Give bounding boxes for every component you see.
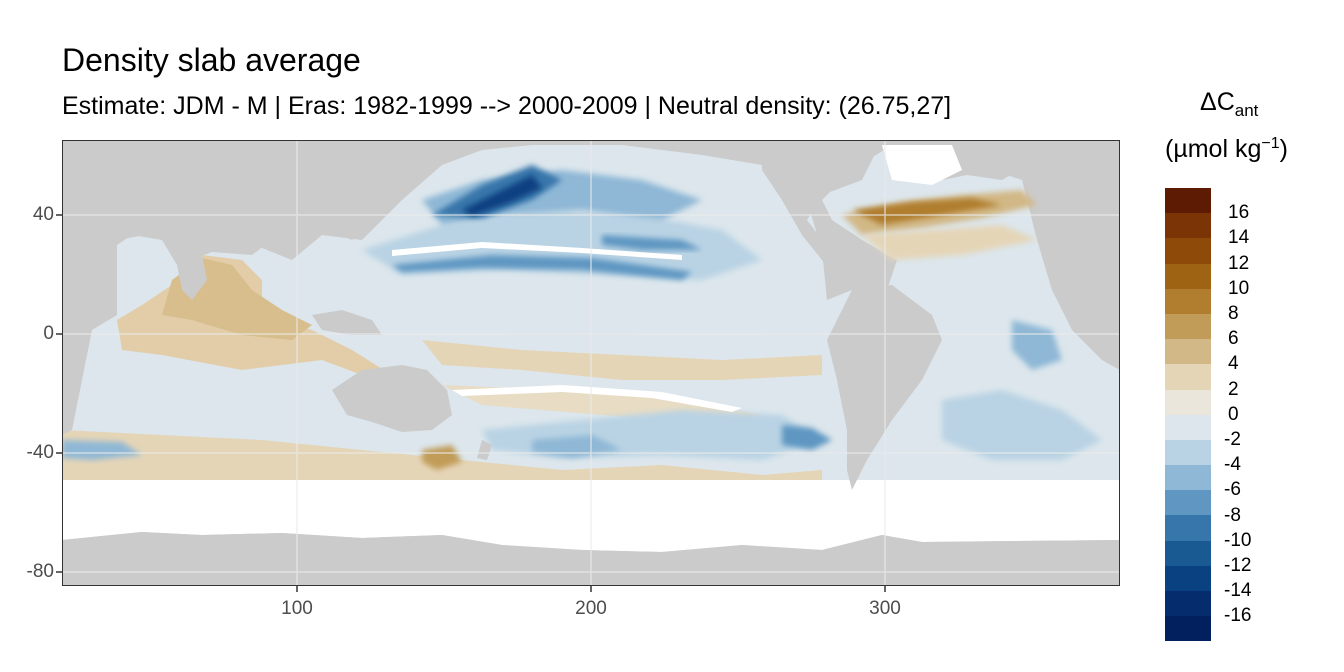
- north-atlantic-tan: [862, 225, 1037, 260]
- legend-label: -8: [1224, 504, 1241, 526]
- legend-color-swatch: [1165, 213, 1211, 239]
- legend-color-swatch: [1165, 565, 1211, 591]
- no-data-north-pacific-1: [392, 242, 682, 260]
- y-tick-label: 0: [43, 323, 54, 344]
- y-tick-label: 40: [32, 204, 54, 225]
- legend-color-swatch: [1165, 591, 1211, 617]
- legend-color-swatch: [1165, 490, 1211, 516]
- chart-subtitle: Estimate: JDM - M | Eras: 1982-1999 --> …: [62, 92, 952, 120]
- south-pacific-deep-blue: [782, 425, 832, 450]
- legend-color-swatch: [1165, 313, 1211, 340]
- panel-border: [62, 140, 1120, 586]
- grid-lines: [62, 140, 1120, 586]
- legend-color-swatch: [1165, 263, 1211, 289]
- legend-label: 2: [1228, 378, 1239, 400]
- legend-color-swatch: [1165, 238, 1211, 264]
- legend-label: 12: [1228, 252, 1250, 274]
- legend-label: -2: [1224, 429, 1241, 450]
- legend-label: -14: [1224, 580, 1252, 602]
- new-zealand-land: [477, 440, 492, 460]
- legend-color-swatch: [1165, 188, 1211, 214]
- legend-label: 0: [1228, 403, 1239, 425]
- australia-land: [332, 365, 452, 432]
- africa-land: [62, 260, 117, 435]
- map-panel: [62, 140, 1120, 586]
- y-tick-label: -80: [26, 561, 54, 582]
- south-atlantic-mid-blue: [1012, 320, 1062, 370]
- legend-color-swatch: [1165, 616, 1211, 642]
- x-tick-label: 100: [281, 598, 313, 619]
- x-tick-label: 200: [575, 598, 607, 619]
- north-pacific-streak-2: [602, 235, 702, 250]
- legend-label: 14: [1228, 227, 1250, 249]
- map-svg: [62, 140, 1120, 586]
- legend-color-swatch: [1165, 288, 1211, 314]
- y-tick-marks: [56, 214, 62, 573]
- legend-color-swatch: [1165, 540, 1211, 566]
- land-masses: [62, 140, 1120, 586]
- north-atlantic-core: [852, 198, 1002, 225]
- legend-label: 10: [1228, 277, 1250, 299]
- legend-color-swatch: [1165, 364, 1211, 390]
- y-tick-label: -40: [26, 442, 54, 463]
- legend-color-swatch: [1165, 339, 1211, 365]
- legend-color-swatch: [1165, 515, 1211, 541]
- asia-land: [62, 140, 422, 265]
- tropical-pacific-band: [422, 340, 822, 380]
- legend-label: 4: [1228, 353, 1239, 375]
- kuroshio-core: [462, 175, 542, 216]
- south-atlantic-blue: [942, 390, 1102, 460]
- legend-label: -16: [1224, 605, 1252, 627]
- legend-label: 16: [1228, 202, 1250, 224]
- legend-label: -12: [1224, 555, 1252, 576]
- europe-africa-right: [1037, 140, 1120, 360]
- x-tick-marks: [296, 586, 886, 592]
- x-tick-label: 300: [869, 598, 901, 619]
- legend-colorbar: [1165, 188, 1211, 642]
- southern-blue-strip: [62, 440, 142, 460]
- legend-label: 6: [1228, 328, 1239, 350]
- southern-tan-band: [62, 430, 822, 480]
- north-pacific-streak: [392, 255, 692, 280]
- legend-label: -10: [1224, 529, 1252, 551]
- legend-color-swatch: [1165, 389, 1211, 415]
- maritime-continent: [312, 310, 382, 335]
- india-land: [177, 255, 207, 300]
- legend-label: -6: [1224, 479, 1241, 501]
- legend-title-unit: (µmol kg−1): [1165, 135, 1288, 163]
- chart-title: Density slab average: [62, 42, 361, 78]
- legend-title-symbol: ΔCant: [1200, 88, 1259, 120]
- legend-label: 8: [1228, 303, 1239, 324]
- legend-color-swatch: [1165, 439, 1211, 466]
- greenland-land: [952, 140, 1042, 180]
- legend-color-swatch: [1165, 414, 1211, 440]
- no-data-north-atlantic: [882, 145, 962, 185]
- tasman-tan: [422, 445, 462, 470]
- legend-color-swatch: [1165, 465, 1211, 491]
- legend-label: -4: [1224, 454, 1241, 476]
- north-america-land: [762, 140, 882, 290]
- no-data-equatorial-streak: [452, 385, 742, 412]
